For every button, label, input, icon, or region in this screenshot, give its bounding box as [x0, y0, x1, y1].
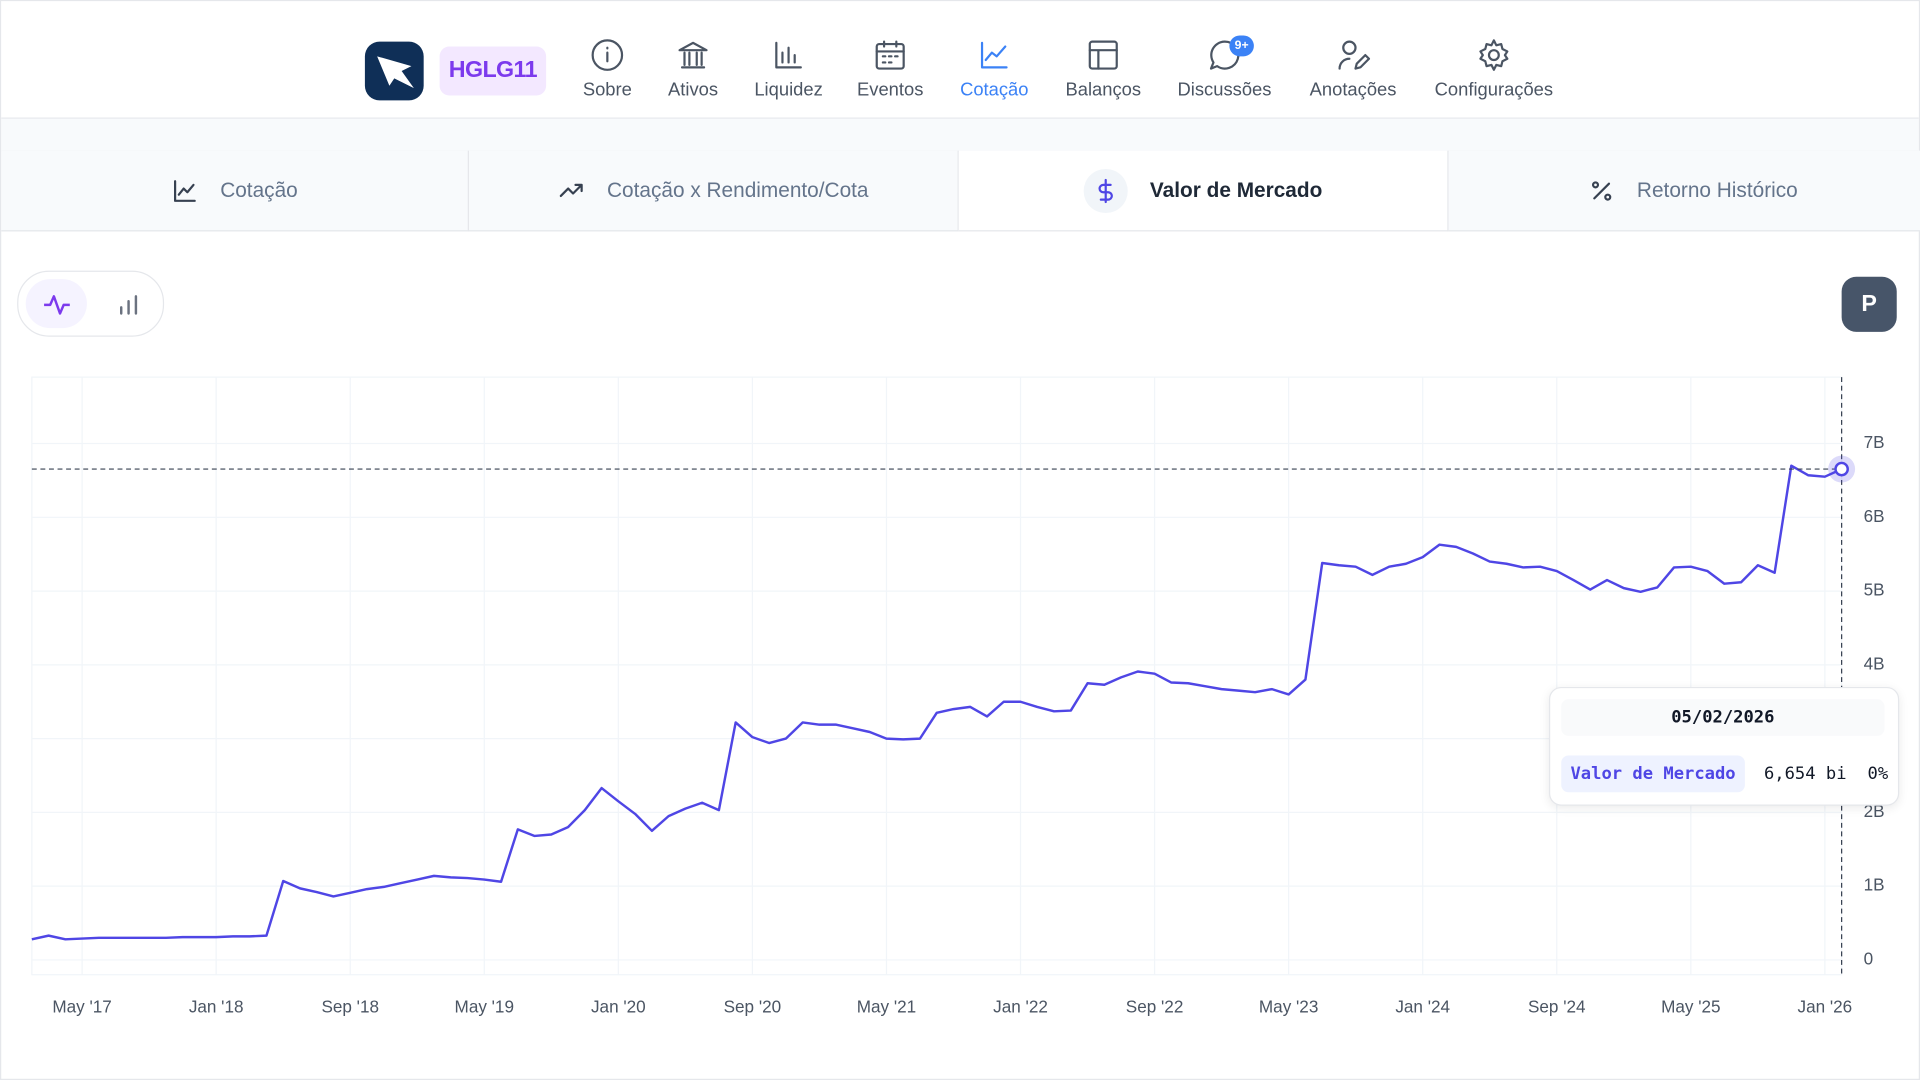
x-tick-label: Jan '18 [189, 996, 244, 1016]
x-tick-label: May '23 [1259, 996, 1318, 1016]
plot-area [31, 376, 1843, 976]
nav-icon [1479, 39, 1509, 71]
nav-icon [1088, 40, 1118, 70]
nav-item[interactable]: Configurações [1420, 38, 1567, 111]
x-tick-label: May '19 [455, 996, 514, 1016]
nav-icon [980, 41, 1008, 69]
tab-label: Valor de Mercado [1149, 178, 1323, 202]
y-tick-label: 7B [1864, 432, 1885, 452]
tooltip-change: 0% [1867, 764, 1889, 784]
tab-icon [1098, 178, 1114, 203]
nav-item-label: Eventos [857, 79, 924, 101]
tab[interactable]: Valor de Mercado [958, 150, 1449, 232]
nav-item[interactable]: Balanços [1030, 38, 1177, 111]
y-tick-label: 4B [1864, 653, 1885, 673]
nav-item[interactable]: Sobre [534, 38, 681, 111]
nav-icon [875, 40, 905, 70]
y-tick-label: 5B [1864, 580, 1885, 600]
tab-label: Cotação [220, 178, 298, 202]
tab[interactable]: Cotação [1, 150, 469, 232]
nav-item-label: Balanços [1065, 79, 1142, 101]
nav-item[interactable]: Liquidez [715, 38, 862, 111]
y-tick-label: 2B [1864, 801, 1885, 821]
nav-item[interactable]: Cotação [921, 38, 1068, 111]
tab-label: Retorno Histórico [1636, 178, 1798, 202]
nav-item[interactable]: Discussões [1151, 38, 1298, 111]
logo-mark [377, 56, 414, 89]
x-tick-label: May '17 [52, 996, 111, 1016]
nav-item-label: Ativos [668, 79, 719, 101]
y-tick-label: 1B [1864, 875, 1885, 895]
nav-item[interactable]: Ativos [620, 38, 767, 111]
line-toggle[interactable] [25, 279, 87, 329]
line [31, 464, 1843, 941]
tab-label: Cotação x Rendimento/Cota [607, 178, 869, 202]
tab[interactable]: Cotação x Rendimento/Cota [468, 150, 959, 232]
line-icon [44, 295, 70, 315]
x-tick-label: May '25 [1661, 996, 1720, 1016]
nav-icon [775, 41, 802, 69]
tooltip-date: 05/02/2026 [1561, 699, 1885, 736]
nav-item[interactable]: Eventos [817, 38, 964, 111]
x-tick-label: Sep '24 [1528, 996, 1586, 1016]
nav-item-label: Discussões [1177, 79, 1272, 101]
x-tick-label: Jan '26 [1798, 996, 1853, 1016]
nav-icon [591, 39, 624, 71]
y-tick-label: 0 [1864, 948, 1874, 968]
point [1834, 461, 1849, 477]
nav-icon [678, 41, 708, 69]
x-tick-label: Jan '20 [591, 996, 646, 1016]
tab-icon-bg [1083, 168, 1128, 213]
x-tick-label: Sep '20 [724, 996, 782, 1016]
x-tick-label: Sep '22 [1126, 996, 1184, 1016]
avatar[interactable]: P [1841, 276, 1897, 332]
header: HGLG11 [1, 1, 1919, 119]
ticker-badge[interactable]: HGLG11 [439, 46, 547, 96]
chart-toggle [17, 270, 165, 337]
notification-badge: 9+ [1229, 35, 1254, 57]
nav-item-label: Cotação [960, 79, 1029, 101]
x-tick-label: Jan '22 [993, 996, 1048, 1016]
nav-item-label: Configurações [1434, 79, 1554, 101]
nav-item-label: Liquidez [754, 79, 823, 101]
y-tick-label: 6B [1864, 506, 1885, 526]
x-tick-label: Jan '24 [1395, 996, 1450, 1016]
tab-icon [1591, 180, 1612, 201]
tooltip: 05/02/2026 Valor de Mercado 6,654 bi 0% [1548, 686, 1900, 806]
band [1, 118, 1919, 152]
nav-item-label: Anotações [1309, 79, 1397, 101]
tooltip-value: 6,654 bi [1763, 764, 1847, 784]
tooltip-series: Valor de Mercado [1561, 755, 1745, 793]
nav-item-label: Sobre [582, 79, 632, 101]
tab[interactable]: Retorno Histórico [1448, 150, 1920, 232]
x-tick-label: May '21 [857, 996, 916, 1016]
bar-toggle[interactable] [104, 279, 153, 328]
tab-icon [173, 179, 196, 202]
tab-icon [559, 183, 583, 197]
x-tick-label: Sep '18 [321, 996, 379, 1016]
logo[interactable] [364, 41, 424, 101]
nav-icon [1338, 40, 1371, 70]
nav-item[interactable]: Anotações [1280, 38, 1427, 111]
